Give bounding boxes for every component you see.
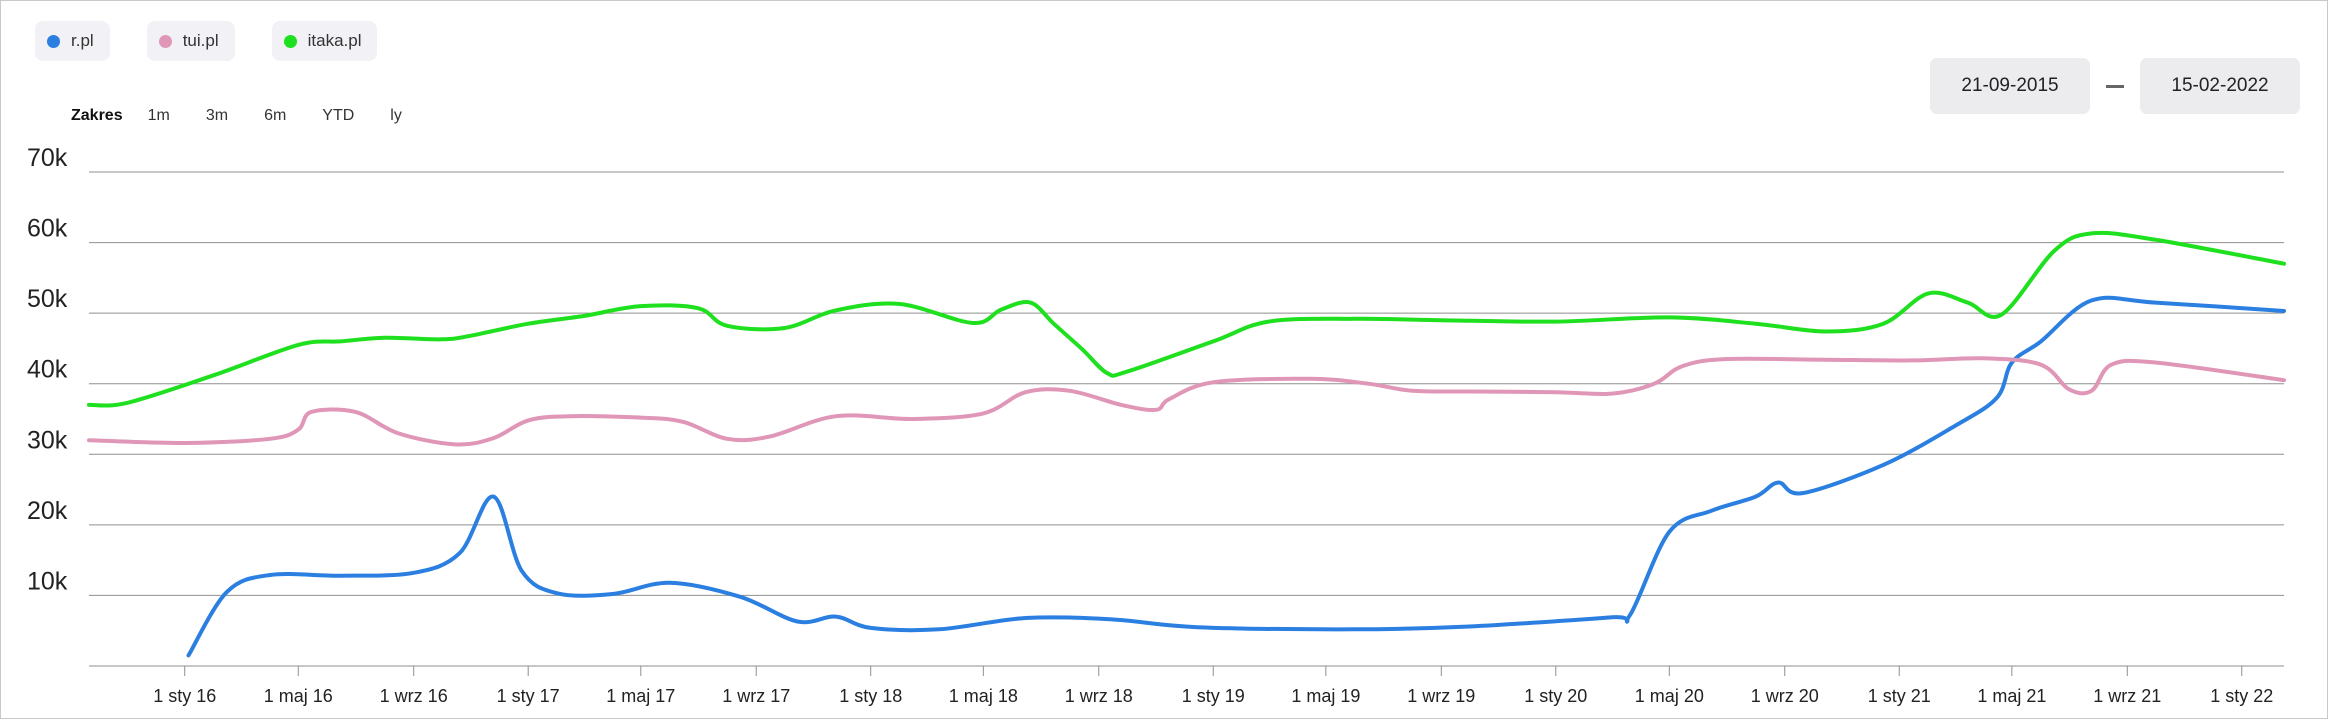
legend-dot-tuipl (158, 34, 172, 48)
x-tick-label: 1 wrz 20 (1751, 686, 1819, 706)
x-tick-label: 1 sty 17 (497, 686, 560, 706)
range-button-ly[interactable]: ly (390, 107, 402, 124)
x-tick-label: 1 wrz 16 (380, 686, 448, 706)
y-tick-label: 30k (27, 426, 68, 454)
x-tick-label: 1 wrz 18 (1065, 686, 1133, 706)
legend-dot-itakapl (283, 34, 297, 48)
range-selector: Zakres 1m 3m 6m YTD ly (71, 107, 438, 125)
x-tick-label: 1 sty 18 (839, 686, 902, 706)
legend-label: tui.pl (182, 31, 219, 50)
date-range: 21-09-2015 15-02-2022 (1930, 58, 2300, 114)
x-tick-label: 1 sty 21 (1868, 686, 1931, 706)
x-tick-label: 1 sty 22 (2210, 686, 2273, 706)
x-tick-label: 1 wrz 17 (722, 686, 790, 706)
y-axis: 10k 20k 30k 40k 50k 60k 70k (27, 144, 68, 595)
y-tick-label: 20k (27, 497, 68, 525)
y-tick-label: 50k (27, 285, 68, 313)
x-tick-label: 1 wrz 21 (2093, 686, 2161, 706)
x-tick-label: 1 sty 19 (1182, 686, 1245, 706)
range-label: Zakres (71, 107, 123, 124)
range-button-6m[interactable]: 6m (264, 107, 287, 124)
x-tick-label: 1 maj 16 (264, 686, 333, 706)
range-button-3m[interactable]: 3m (205, 107, 229, 124)
legend-dot-rpl (47, 34, 60, 48)
x-tick-label: 1 wrz 19 (1407, 686, 1475, 706)
legend-item-tuipl[interactable]: tui.pl (146, 21, 235, 61)
legend: r.pl tui.pl itaka.pl (35, 21, 378, 61)
x-tick-label: 1 maj 19 (1291, 686, 1360, 706)
legend-label: r.pl (71, 31, 94, 50)
x-tick-label: 1 maj 21 (1977, 686, 2046, 706)
series-lines (87, 230, 2286, 658)
y-tick-label: 70k (27, 144, 68, 172)
series-line-itakapl (87, 230, 2286, 408)
y-tick-label: 60k (27, 215, 68, 243)
legend-item-rpl[interactable]: r.pl (35, 21, 110, 61)
range-button-1m[interactable]: 1m (147, 107, 170, 124)
series-line-tuipl (87, 356, 2286, 447)
legend-label: itaka.pl (307, 31, 362, 50)
y-tick-label: 10k (27, 567, 68, 595)
x-axis: 1 sty 16 1 maj 16 1 wrz 16 1 sty 17 1 maj 17… (89, 665, 2284, 706)
x-tick-label: 1 maj 20 (1635, 686, 1704, 706)
x-tick-label: 1 sty 20 (1524, 686, 1587, 706)
date-to-input[interactable]: 15-02-2022 (2140, 58, 2300, 114)
y-tick-label: 40k (27, 356, 68, 384)
legend-item-itakapl[interactable]: itaka.pl (271, 21, 378, 61)
grid (89, 171, 2284, 596)
series-line-rpl (186, 295, 2286, 658)
x-tick-label: 1 sty 16 (153, 686, 216, 706)
date-from-input[interactable]: 21-09-2015 (1930, 58, 2090, 114)
x-tick-label: 1 maj 18 (949, 686, 1018, 706)
x-tick-label: 1 maj 17 (606, 686, 675, 706)
range-button-ytd[interactable]: YTD (322, 107, 355, 124)
date-separator (2106, 84, 2124, 88)
